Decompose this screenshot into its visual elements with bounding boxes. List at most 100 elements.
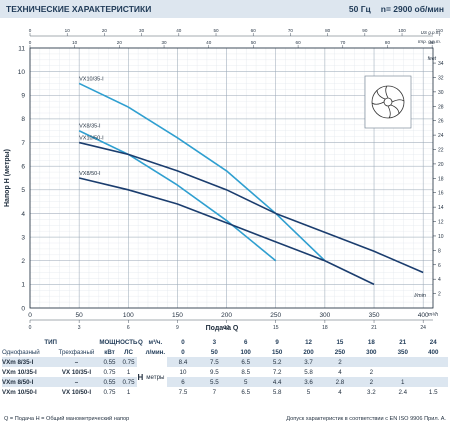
feet-tick-label: 32 <box>438 75 444 81</box>
impgpm-tick-label: 30 <box>161 40 167 45</box>
m3h-tick-label: 24 <box>420 325 426 331</box>
feet-tick-label: 14 <box>438 205 444 211</box>
head-cell: 3.6 <box>292 377 325 387</box>
three-phase-model: – <box>53 357 100 367</box>
feet-tick-label: 28 <box>438 104 444 110</box>
m3h-cell: 0 <box>167 337 199 347</box>
h-symbol: H <box>137 357 144 397</box>
head-cell <box>418 357 448 367</box>
m3h-cell: 24 <box>418 337 448 347</box>
m3h-tick-label: 6 <box>127 325 130 331</box>
x-tick-label: 300 <box>319 312 330 319</box>
power-hp: 1 <box>119 387 138 397</box>
pump-curve-chart: 0 50 100 150 200 250 300 350 4000123456789101124… <box>4 28 444 332</box>
power-kw: 0.75 <box>99 387 120 397</box>
type-heading: ТИП <box>2 337 100 347</box>
header-speed: n= 2900 об/мин <box>380 4 444 14</box>
impgpm-tick-label: 10 <box>72 40 78 45</box>
hp-heading: ЛС <box>119 347 138 357</box>
head-cell <box>387 357 419 367</box>
head-cell: 6 <box>167 377 199 387</box>
three-phase-model: VX 10/35-I <box>53 367 100 377</box>
head-cell: 2.4 <box>387 387 419 397</box>
head-cell: 4 <box>324 367 356 377</box>
y-tick-label: 9 <box>21 93 25 100</box>
feet-tick-label: 8 <box>438 248 441 254</box>
impgpm-tick-label: 80 <box>385 40 391 45</box>
head-cell: 4.4 <box>261 377 293 387</box>
head-cell: 5.2 <box>261 357 293 367</box>
header-bar: ТЕХНИЧЕСКИЕ ХАРАКТЕРИСТИКИ 50 Гц n= 2900… <box>0 0 450 18</box>
impgpm-tick-label: 70 <box>340 40 346 45</box>
feet-tick-label: 30 <box>438 90 444 96</box>
head-cell: 5 <box>292 387 325 397</box>
power-kw: 0.75 <box>99 367 120 377</box>
m3h-tick-label: 15 <box>273 325 279 331</box>
lmin-cell: 300 <box>355 347 388 357</box>
x-axis-label: Подача Q <box>206 325 239 332</box>
y-tick-label: 2 <box>21 258 25 265</box>
head-cell: 8.5 <box>230 367 262 377</box>
series-label: VX10/35-I <box>79 76 104 82</box>
impgpm-tick-label: 20 <box>117 40 123 45</box>
m3h-tick-label: 12 <box>224 325 230 331</box>
head-cell: 7.2 <box>261 367 293 377</box>
m3h-tick-label: 0 <box>29 325 32 331</box>
impgpm-tick-label: 90 <box>430 40 436 45</box>
head-cell: 2 <box>355 377 388 387</box>
y-tick-label: 11 <box>18 45 25 52</box>
m3h-cell: 3 <box>198 337 231 347</box>
chart-axes: 0 50 100 150 200 250 300 350 4000123456789101124… <box>18 28 444 331</box>
head-cell <box>355 357 388 367</box>
footer-tolerance-note: Допуск характеристик в соответствии с EN… <box>286 416 446 422</box>
q-symbol: Q <box>137 337 144 347</box>
x-tick-label: 150 <box>172 312 183 319</box>
table-row: VXm 8/35-I – 0.55 0.75 H метры 8.4 7.5 6… <box>2 357 448 397</box>
m3h-cell: 12 <box>292 337 325 347</box>
power-kw: 0.55 <box>99 377 120 387</box>
series-line-vx8-50-i <box>78 177 375 286</box>
y-tick-label: 7 <box>21 140 25 147</box>
head-cell: 1 <box>387 377 419 387</box>
usgpm-tick-label: 90 <box>362 28 368 33</box>
impgpm-tick-label: 60 <box>296 40 302 45</box>
kw-heading: кВт <box>99 347 120 357</box>
feet-tick-label: 20 <box>438 162 444 168</box>
x-tick-label: 350 <box>369 312 380 319</box>
series-label: VX8/35-I <box>79 124 101 130</box>
plot-frame <box>29 47 434 309</box>
usgpm-tick-label: 10 <box>65 28 71 33</box>
series-label: VX8/50-I <box>79 171 101 177</box>
lmin-cell: 50 <box>198 347 231 357</box>
series-line-vx8-35-i <box>78 130 277 262</box>
x-tick-label: 100 <box>123 312 134 319</box>
head-cell: 7.5 <box>167 387 199 397</box>
head-cell: 5 <box>230 377 262 387</box>
feet-unit-label: feet <box>428 56 437 62</box>
head-cell: 3.7 <box>292 357 325 367</box>
usgpm-tick-label: 60 <box>251 28 257 33</box>
table-header-row-2: Однофазный Трехфазный кВт ЛС л/мин. 0 50… <box>2 347 448 357</box>
feet-tick-label: 6 <box>438 263 441 269</box>
table-row: VXm 8/50-I – 0.55 0.75 6 5.5 5 4.4 3.6 2… <box>2 377 448 387</box>
header-specs: 50 Гц n= 2900 об/мин <box>349 4 444 14</box>
single-phase-model: VXm 10/50-I <box>2 387 54 397</box>
m3h-unit-label: m³/h <box>428 312 438 318</box>
y-tick-label: 3 <box>21 234 25 241</box>
y-tick-label: 4 <box>21 211 25 218</box>
y-tick-label: 5 <box>21 187 25 194</box>
impgpm-tick-label: 40 <box>206 40 212 45</box>
x-tick-label: 0 <box>28 312 32 319</box>
feet-tick-label: 24 <box>438 133 444 139</box>
head-cell: 5.5 <box>198 377 231 387</box>
usgpm-tick-label: 0 <box>29 28 32 33</box>
series-line-vx10-50-i <box>78 141 424 274</box>
usgpm-tick-label: 40 <box>176 28 182 33</box>
feet-tick-label: 16 <box>438 191 444 197</box>
head-cell: 4 <box>324 387 356 397</box>
h-unit: метры <box>143 357 168 397</box>
head-cell: 2.8 <box>324 377 356 387</box>
y-tick-label: 6 <box>21 163 25 170</box>
y-tick-label: 0 <box>21 305 25 312</box>
m3h-tick-label: 9 <box>176 325 179 331</box>
